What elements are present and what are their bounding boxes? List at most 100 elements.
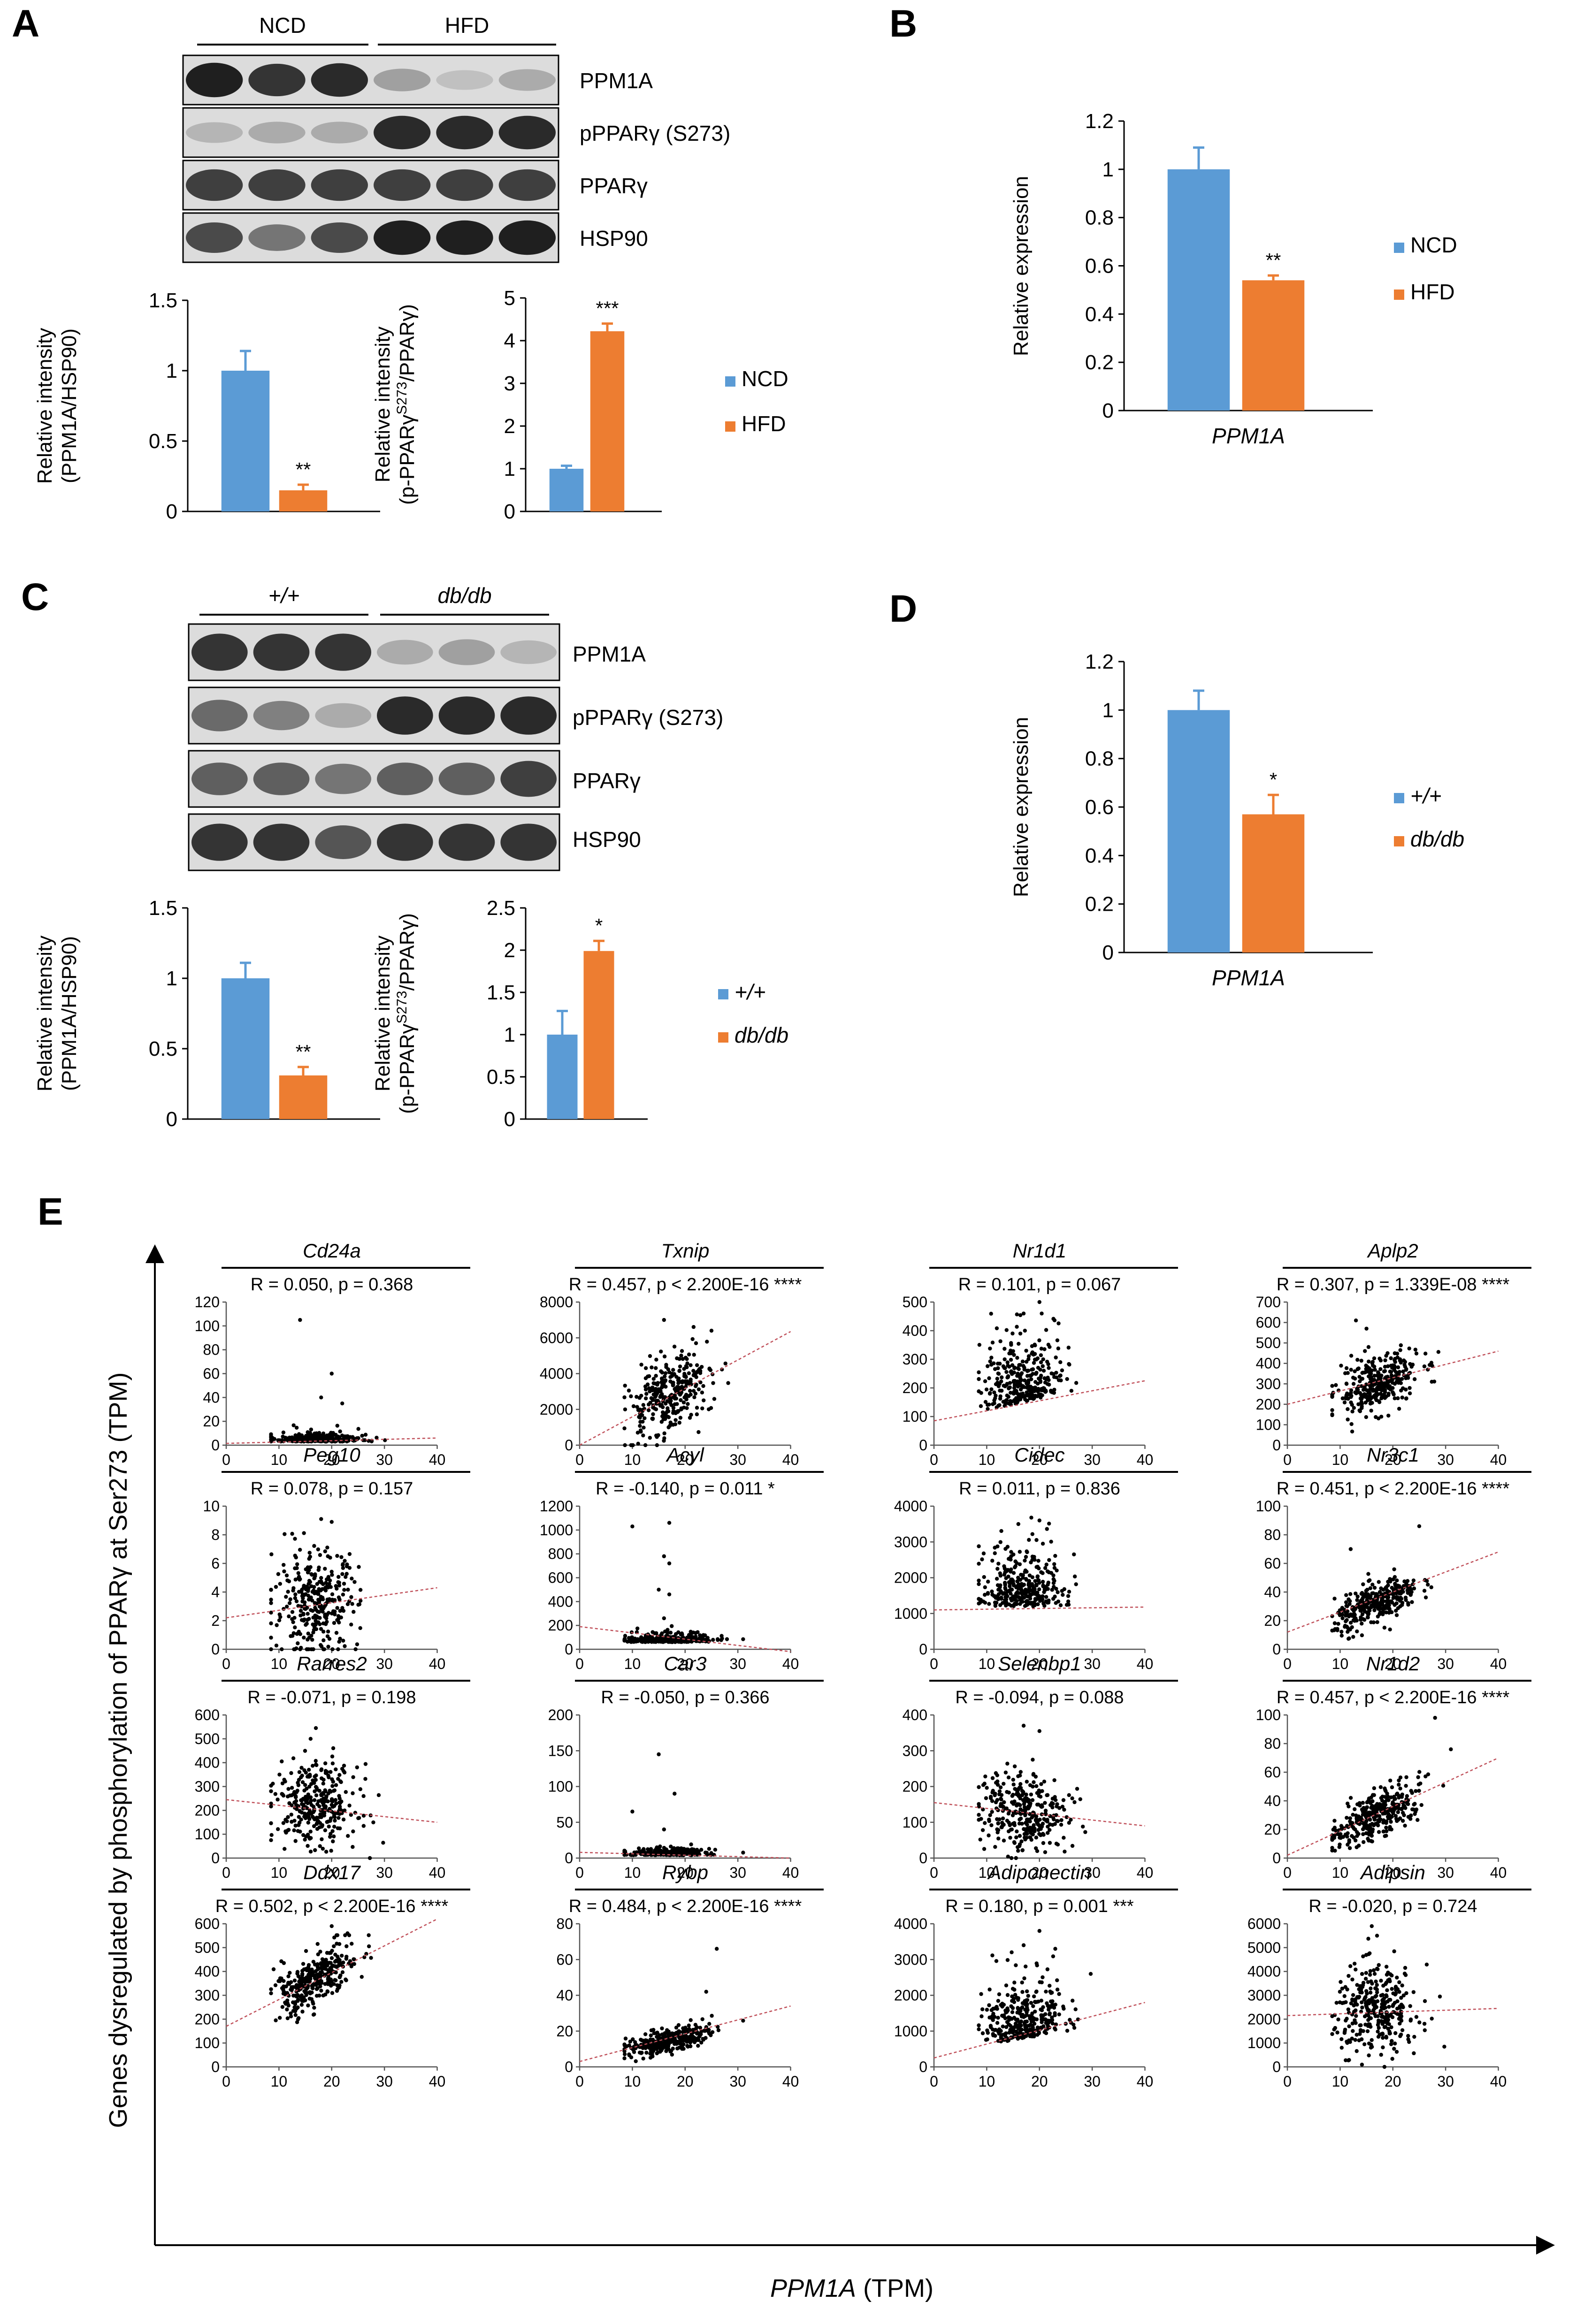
scatter-nr1d1-point — [1048, 1345, 1052, 1349]
scatter-ddx17-x-tick-label-1: 10 — [271, 2073, 288, 2090]
scatter-peg10-point — [327, 1582, 331, 1586]
scatter-nr1d1-point — [1029, 1373, 1033, 1378]
scatter-nr1d1-point — [992, 1361, 996, 1365]
scatter-aplp2-point — [1370, 1361, 1375, 1365]
scatter-peg10-point — [319, 1627, 323, 1631]
scatter-selenbp1-point — [995, 1783, 1000, 1787]
scatter-acyl-trend-line — [579, 1626, 791, 1653]
scatter-cidec-point — [1003, 1585, 1007, 1590]
scatter-nr1d2-point — [1398, 1786, 1402, 1791]
scatter-nr3c1-point — [1348, 1621, 1353, 1625]
scatter-nr1d1-point — [999, 1379, 1003, 1384]
scatter-ddx17-point — [329, 1951, 333, 1955]
scatter-aplp2-x-tick-label-1: 10 — [1332, 1451, 1349, 1468]
scatter-selenbp1-point — [984, 1796, 988, 1800]
blot-A-row-label-4: HSP90 — [580, 226, 648, 251]
scatter-nr3c1-point — [1405, 1588, 1409, 1593]
scatter-nr1d2-outlier-point-0 — [1433, 1715, 1437, 1720]
scatter-ddx17-point — [296, 2005, 300, 2010]
legend-A-label-hfd: HFD — [742, 411, 786, 436]
scatter-ddx17-point — [269, 1987, 273, 1991]
scatter-txnip-point — [666, 1415, 670, 1419]
scatter-txnip-point — [664, 1365, 668, 1369]
scatter-aplp2-point — [1334, 1383, 1338, 1387]
scatter-car3-point — [713, 1847, 718, 1852]
scatter-txnip-point — [663, 1371, 668, 1375]
scatter-ddx17-point — [276, 1979, 281, 1983]
scatter-txnip-point — [643, 1443, 648, 1448]
scatter-txnip-stat: R = 0.457, p < 2.200E-16 **** — [569, 1275, 802, 1295]
scatter-selenbp1-point — [1009, 1856, 1014, 1860]
scatter-cidec-y-tick-label-2: 2000 — [894, 1570, 927, 1586]
scatter-ddx17-point — [271, 1967, 276, 1972]
scatter-nr3c1-point — [1347, 1614, 1351, 1619]
scatter-nr1d2-point — [1339, 1824, 1344, 1828]
scatter-aplp2-y-tick-label-5: 500 — [1256, 1334, 1281, 1351]
scatter-ddx17-point — [285, 2016, 290, 2020]
scatter-rarres2-point — [306, 1813, 310, 1817]
blot-C-band-1-3 — [315, 633, 372, 671]
scatter-txnip-point — [662, 1354, 667, 1359]
scatter-nr1d1-point — [988, 1359, 992, 1364]
scatter-peg10-point — [341, 1566, 345, 1570]
scatter-txnip-point — [672, 1344, 677, 1349]
scatter-cidec-point — [977, 1544, 981, 1548]
scatter-nr1d2-point — [1355, 1834, 1359, 1838]
scatter-aplp2-point — [1396, 1365, 1400, 1370]
scatter-aplp2-point — [1384, 1394, 1388, 1399]
scatter-selenbp1-point — [1055, 1819, 1059, 1823]
scatter-txnip-point — [695, 1412, 699, 1417]
scatter-rarres2-point — [297, 1770, 302, 1774]
scatter-nr3c1-point — [1368, 1586, 1373, 1591]
scatter-acyl-point — [711, 1638, 715, 1642]
scatter-nr1d1-point — [1026, 1380, 1030, 1385]
scatter-acyl-gene-title: Acyl — [665, 1444, 704, 1466]
scatter-nr1d1-point — [1005, 1382, 1009, 1386]
scatter-cidec-point — [1021, 1583, 1025, 1588]
scatter-selenbp1-point — [990, 1791, 995, 1795]
scatter-acyl-point — [650, 1635, 654, 1639]
scatter-rybp-x-tick-label-3: 30 — [729, 2073, 746, 2090]
scatter-rarres2-x-tick-label-3: 30 — [376, 1864, 393, 1881]
scatter-selenbp1-point — [1067, 1793, 1071, 1798]
scatter-rarres2-point — [347, 1803, 352, 1808]
scatter-aplp2-point — [1375, 1386, 1379, 1391]
scatter-cidec-point — [1008, 1582, 1012, 1586]
scatter-nr1d1-point — [1018, 1376, 1023, 1380]
scatter-rarres2-y-tick-label-5: 500 — [195, 1730, 220, 1747]
blot-A-band-2-6 — [498, 115, 556, 150]
scatter-rybp-stat: R = 0.484, p < 2.200E-16 **** — [569, 1897, 802, 1916]
scatter-rarres2-point — [304, 1834, 308, 1838]
scatter-txnip-outlier-point-0 — [662, 1318, 666, 1322]
scatter-ddx17-point — [306, 1985, 310, 1990]
scatter-rarres2-point — [314, 1778, 318, 1782]
scatter-cd24a-trend-line — [226, 1437, 437, 1444]
scatter-rarres2-point — [342, 1763, 346, 1768]
scatter-car3-point — [704, 1851, 709, 1855]
scatter-nr3c1-point — [1352, 1609, 1356, 1613]
scatter-selenbp1-point — [1050, 1805, 1055, 1810]
scatter-selenbp1-point — [999, 1793, 1004, 1797]
scatter-cd24a-x-tick-label-4: 40 — [429, 1451, 446, 1468]
scatter-cd24a-point — [289, 1436, 293, 1440]
bar-c-right-y-label: Relative intensity(p-PPARγS273/PPARγ) — [371, 913, 419, 1114]
scatter-ddx17-point — [282, 1961, 286, 1965]
scatter-rarres2-point — [312, 1824, 316, 1829]
scatter-nr1d2-y-tick-label-1: 20 — [1264, 1821, 1281, 1838]
scatter-txnip-y-tick-label-1: 2000 — [540, 1401, 573, 1418]
scatter-txnip-y-tick-label-2: 4000 — [540, 1365, 573, 1382]
scatter-cd24a-point — [294, 1434, 298, 1439]
scatter-selenbp1-y-tick-label-0: 0 — [919, 1850, 927, 1867]
scatter-peg10-point — [334, 1584, 338, 1588]
scatter-rarres2-point — [301, 1797, 306, 1801]
scatter-txnip-point — [677, 1369, 681, 1373]
scatter-nr1d1-point — [994, 1394, 998, 1398]
scatter-cd24a-point — [346, 1436, 351, 1440]
scatter-rarres2-point — [332, 1824, 337, 1829]
scatter-aplp2-point — [1387, 1384, 1392, 1388]
scatter-txnip-point — [660, 1379, 665, 1383]
scatter-cidec-point — [1037, 1587, 1041, 1592]
blot-A-strip-4 — [182, 212, 559, 263]
scatter-peg10-y-tick-label-4: 8 — [211, 1526, 220, 1543]
